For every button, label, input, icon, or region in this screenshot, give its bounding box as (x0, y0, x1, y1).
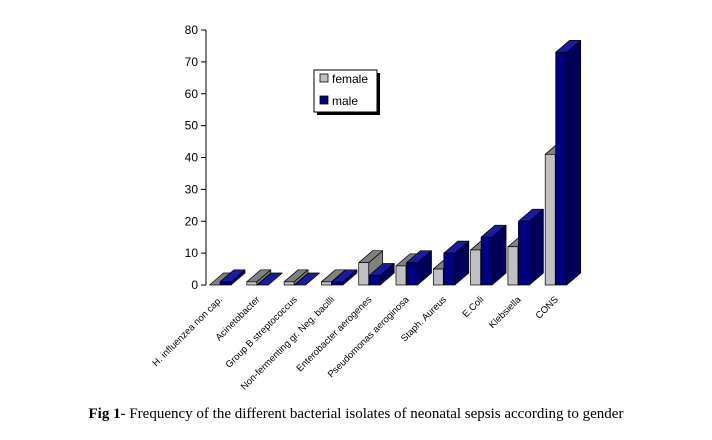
category-label: Enterobacter aerogenes (294, 294, 374, 374)
bar-male (555, 39, 582, 286)
y-tick-label: 10 (185, 246, 199, 260)
bars (209, 39, 582, 286)
bar-male (406, 250, 432, 286)
caption-text: Frequency of the different bacterial iso… (125, 406, 624, 422)
bar-male (518, 208, 544, 286)
category-label: H. influenzea non cap. (150, 294, 225, 369)
y-tick-label: 40 (185, 151, 199, 165)
bar-male (331, 269, 358, 286)
legend: female male (313, 69, 380, 115)
y-tick-label: 60 (185, 87, 199, 101)
caption-label: Fig 1- (88, 406, 126, 422)
category-label: E.Coli (461, 294, 487, 320)
y-axis: 0 10 20 30 40 50 60 70 80 (185, 23, 207, 292)
y-tick-label: 50 (185, 119, 199, 133)
y-tick-label: 0 (191, 278, 198, 292)
legend-shadow-bottom (317, 112, 380, 115)
category-labels: H. influenzea non cap.AcinetobacterGroup… (150, 294, 560, 393)
bar-male (443, 240, 470, 286)
category-label: Klebsiella (487, 294, 524, 331)
y-tick-label: 20 (185, 214, 199, 228)
y-tick-label: 70 (185, 55, 199, 69)
bar-female (283, 269, 309, 286)
legend-label-female: female (332, 72, 368, 86)
y-tick-label: 80 (185, 23, 199, 37)
legend-swatch-male (319, 95, 329, 105)
legend-swatch-female (319, 73, 329, 83)
bar-male (219, 269, 246, 286)
bar-male (256, 272, 283, 286)
category-label: CONS (534, 294, 561, 321)
legend-label-male: male (332, 94, 358, 108)
bar-male (368, 263, 395, 286)
figure-caption: Fig 1- Frequency of the different bacter… (0, 406, 712, 423)
legend-shadow (377, 73, 380, 115)
y-tick-label: 30 (185, 182, 199, 196)
bar-male (480, 224, 507, 286)
bar-male (294, 272, 320, 286)
category-label: Group B streptococcus (224, 294, 300, 370)
